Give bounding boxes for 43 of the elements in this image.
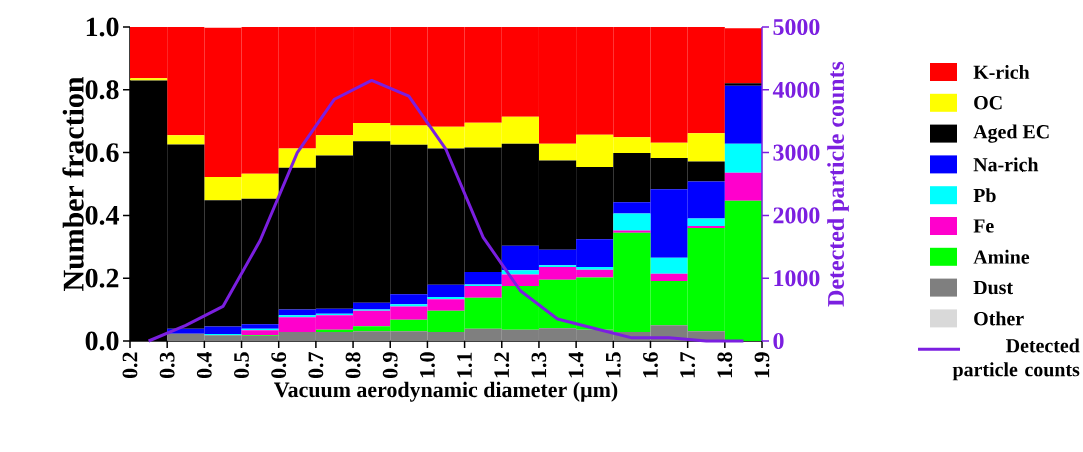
- y2-tick-label: 3000: [773, 144, 820, 161]
- legend-label: Fe: [973, 219, 994, 233]
- y2-tick-label: 0: [773, 332, 784, 350]
- legend-label: Other: [974, 311, 1024, 326]
- y-tick-label: 1.0: [86, 17, 119, 37]
- legend-label: Amine: [973, 249, 1030, 264]
- x-axis-title: Vacuum aerodynamic diameter (µm): [274, 381, 618, 402]
- y-tick-label: 0.0: [85, 331, 119, 351]
- legend-label: Aged EC: [973, 124, 1049, 143]
- x-tick-label: 0.6: [271, 352, 287, 379]
- x-tick-label: 0.3: [159, 352, 175, 379]
- x-tick-label: 1.8: [717, 352, 733, 378]
- x-tick-label: 1.3: [531, 352, 547, 378]
- legend-label: Detected particle counts: [952, 338, 1080, 381]
- x-tick-label: 1.7: [680, 352, 696, 378]
- legend-label: OC: [974, 96, 1002, 110]
- legend-label: Pb: [973, 188, 996, 203]
- y-tick-label: 0.2: [85, 268, 119, 288]
- legend-label: Dust: [973, 280, 1013, 295]
- y-axis-title: Number fraction: [62, 76, 84, 291]
- y-tick-label: 0.8: [85, 80, 119, 100]
- x-tick-label: 1.6: [643, 352, 658, 378]
- y-tick-label: 0.6: [85, 143, 119, 163]
- x-tick-label: 0.8: [345, 352, 361, 379]
- y2-tick-label: 1000: [774, 270, 820, 287]
- x-tick-label: 1.0: [419, 352, 435, 378]
- x-tick-label: 1.1: [457, 352, 472, 378]
- y-tick-label: 0.4: [85, 205, 119, 225]
- legend-label: Na-rich: [973, 157, 1039, 172]
- x-tick-label: 1.5: [605, 352, 621, 378]
- y2-tick-label: 2000: [773, 207, 820, 224]
- y2-axis-title: Detected particle counts: [827, 61, 849, 307]
- y2-tick-label: 4000: [772, 81, 820, 98]
- x-tick-label: 0.2: [122, 352, 138, 379]
- legend-label: K-rich: [973, 64, 1030, 79]
- x-tick-label: 1.4: [568, 351, 584, 378]
- x-tick-label: 0.5: [234, 352, 249, 379]
- x-tick-label: 0.9: [382, 352, 398, 379]
- x-tick-label: 1.9: [754, 352, 770, 378]
- x-tick-label: 1.2: [494, 352, 510, 378]
- x-tick-label: 0.7: [308, 352, 324, 379]
- x-tick-label: 0.4: [196, 351, 212, 379]
- y2-tick-label: 5000: [773, 18, 820, 36]
